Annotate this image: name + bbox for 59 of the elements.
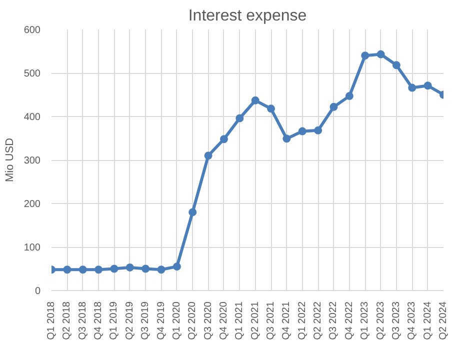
x-tick-label: Q3 2023 [390, 301, 402, 340]
point [78, 266, 87, 274]
point [204, 152, 212, 160]
x-tick-label: Q2 2020 [187, 301, 198, 340]
y-tick-label: 300 [24, 156, 41, 166]
point [236, 114, 244, 122]
point [408, 84, 416, 92]
x-tick-label: Q3 2019 [140, 301, 152, 340]
x-tick-label: Q1 2022 [296, 301, 308, 340]
point [376, 50, 385, 58]
point [63, 266, 72, 274]
chart-title: Interest expense [188, 8, 307, 24]
point [361, 52, 370, 60]
point [126, 263, 134, 272]
point [267, 104, 276, 113]
point [330, 102, 338, 111]
point [345, 92, 354, 100]
y-tick-label: 600 [24, 25, 41, 36]
x-tick-label: Q2 2023 [375, 301, 386, 340]
x-tick-label: Q4 2022 [344, 301, 355, 340]
x-tick-label: Q4 2020 [218, 301, 230, 340]
point [424, 82, 432, 90]
y-axis-title: Mio USD [4, 138, 16, 182]
x-tick-label: Q2 2022 [312, 301, 324, 340]
point [392, 61, 400, 70]
point [188, 208, 197, 216]
x-tick-label: Q2 2019 [124, 301, 136, 340]
y-tick-label: 0 [34, 286, 41, 297]
y-tick-label: 100 [24, 242, 41, 254]
x-tick-label: Q1 2020 [171, 301, 182, 340]
x-tick-label: Q3 2021 [266, 301, 277, 340]
x-tick-label: Q2 2018 [62, 301, 73, 340]
point [94, 266, 103, 274]
point [251, 96, 260, 104]
x-tick-label: Q2 2021 [250, 301, 261, 340]
point [110, 264, 118, 273]
point [314, 126, 322, 134]
point [220, 135, 228, 144]
x-tick-label: Q2 2024 [438, 301, 449, 340]
x-tick-label: Q1 2018 [46, 301, 57, 340]
point [282, 134, 291, 143]
x-tick-label: Q4 2023 [406, 301, 418, 340]
x-tick-label: Q3 2020 [202, 301, 214, 340]
x-tick-label: Q1 2021 [234, 301, 246, 340]
point [142, 264, 150, 273]
x-tick-label: Q1 2024 [422, 301, 434, 340]
x-tick-label: Q3 2022 [328, 301, 340, 340]
x-tick-label: Q3 2018 [77, 301, 88, 340]
x-tick-label: Q4 2021 [281, 301, 292, 340]
point [172, 262, 181, 271]
x-tick-label: Q1 2023 [360, 301, 371, 340]
y-tick-label: 400 [24, 112, 41, 123]
y-tick-label: 500 [24, 68, 41, 80]
x-tick-label: Q4 2019 [156, 301, 167, 340]
x-tick-label: Q4 2018 [93, 301, 104, 340]
x-tick-label: Q1 2019 [108, 301, 120, 340]
point [157, 266, 166, 274]
y-tick-label: 200 [24, 199, 41, 210]
point [298, 127, 306, 136]
